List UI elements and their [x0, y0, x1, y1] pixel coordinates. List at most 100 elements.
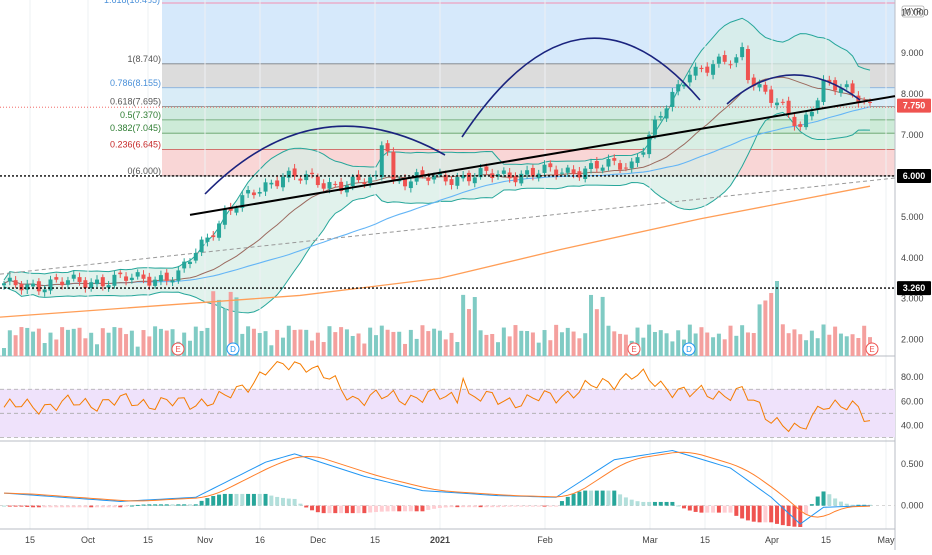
macd-histogram-bar: [815, 496, 820, 506]
volume-bar: [147, 336, 152, 356]
candle-body: [333, 183, 338, 185]
volume-bar: [525, 331, 530, 356]
macd-histogram-bar: [693, 505, 698, 512]
volume-bar: [310, 340, 315, 356]
volume-bar: [333, 332, 338, 356]
macd-histogram-bar: [373, 505, 378, 513]
candle-body: [745, 48, 750, 81]
macd-histogram-bar: [385, 505, 390, 512]
candle-body: [629, 161, 634, 169]
candle-body: [356, 174, 361, 181]
candle-body: [141, 274, 146, 279]
volume-bar: [106, 332, 111, 356]
volume-bar: [530, 332, 535, 356]
candle-body: [48, 279, 53, 291]
candle-body: [368, 177, 373, 184]
candle-body: [478, 168, 483, 178]
last-price-badge: 7.750: [903, 101, 926, 111]
macd-histogram-bar: [821, 491, 826, 506]
macd-histogram-bar: [600, 490, 605, 506]
volume-bar: [600, 296, 605, 356]
macd-histogram-bar: [344, 505, 349, 514]
event-label-1: D: [230, 345, 236, 354]
macd-histogram-bar: [658, 501, 663, 506]
macd-histogram-bar: [786, 505, 791, 527]
candle-body: [211, 235, 216, 238]
fib-label-6: 0(6.000): [127, 166, 161, 176]
macd-histogram-bar: [350, 505, 355, 514]
macd-histogram-bar: [641, 501, 646, 506]
rsi-tick-2: 40.00: [901, 420, 924, 430]
macd-histogram-bar: [652, 501, 657, 506]
candle-body: [496, 174, 501, 177]
volume-bar: [251, 328, 256, 356]
volume-bar: [124, 334, 129, 356]
volume-bar: [507, 336, 512, 356]
macd-histogram-bar: [251, 493, 256, 506]
macd-histogram-bar: [728, 505, 733, 513]
volume-bar: [606, 325, 611, 356]
arc-3: [726, 74, 861, 105]
volume-bar: [594, 309, 599, 356]
volume-bar: [403, 343, 408, 356]
arc-1: [204, 125, 446, 195]
volume-bar: [455, 342, 460, 356]
x-tick-7: 2021: [430, 535, 450, 545]
macd-pane: [0, 450, 895, 527]
candle-body: [100, 277, 105, 287]
volume-bar: [548, 340, 553, 356]
volume-bar: [286, 325, 291, 356]
candle-body: [792, 116, 797, 127]
fib-label-5: 0.236(6.645): [110, 140, 161, 150]
volume-bar: [2, 348, 6, 356]
macd-histogram-bar: [629, 499, 634, 506]
macd-histogram-bar: [7, 505, 12, 507]
macd-histogram-bar: [211, 496, 216, 506]
macd-histogram-bar: [135, 504, 140, 506]
volume-bar: [379, 325, 384, 356]
volume-bar: [740, 325, 745, 356]
volume-bars: [2, 281, 872, 356]
volume-bar: [838, 333, 843, 356]
macd-histogram-bar: [48, 505, 53, 508]
volume-bar: [339, 327, 344, 356]
candle-body: [786, 100, 791, 115]
price-tick-1: 9.000: [901, 48, 924, 58]
x-tick-2: 15: [143, 535, 153, 545]
volume-bar: [100, 328, 105, 356]
macd-histogram-bar: [2, 505, 6, 507]
volume-bar: [745, 332, 750, 356]
volume-bar: [42, 343, 47, 356]
volume-bar: [432, 328, 437, 356]
candle-body: [25, 284, 30, 290]
volume-bar: [385, 329, 390, 356]
macd-histogram-bar: [501, 505, 506, 507]
candle-body: [606, 159, 611, 167]
macd-histogram-bar: [705, 505, 710, 513]
x-tick-11: Apr: [765, 535, 779, 545]
volume-bar: [13, 335, 18, 356]
event-label-4: E: [869, 345, 874, 354]
macd-histogram-bar: [664, 501, 669, 506]
volume-bar: [693, 333, 698, 356]
volume-bar: [775, 281, 780, 356]
macd-histogram-bar: [548, 505, 553, 507]
volume-bar: [670, 341, 675, 356]
macd-histogram-bar: [368, 505, 373, 513]
macd-tick-1: 0.000: [901, 501, 924, 511]
macd-histogram-bar: [763, 505, 768, 523]
candle-body: [571, 169, 576, 174]
volume-bar: [466, 309, 471, 356]
candle-body: [751, 77, 756, 87]
candle-body: [850, 83, 855, 94]
macd-histogram-bar: [77, 505, 82, 508]
macd-histogram-bar: [559, 501, 564, 506]
rising-trendline: [189, 95, 896, 216]
volume-bar: [559, 332, 564, 356]
volume-bar: [734, 335, 739, 356]
x-tick-10: 15: [700, 535, 710, 545]
volume-bar: [757, 304, 762, 356]
macd-histogram-bar: [594, 490, 599, 506]
macd-histogram-bar: [199, 500, 204, 506]
